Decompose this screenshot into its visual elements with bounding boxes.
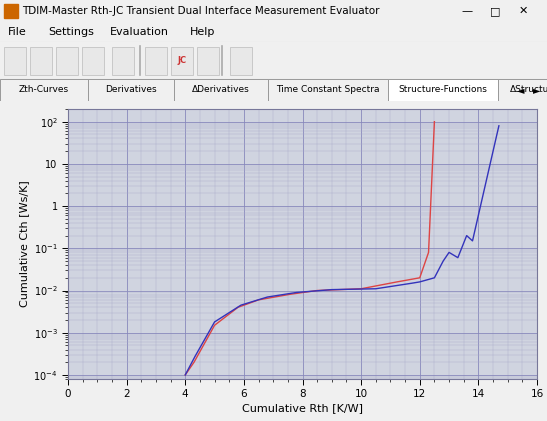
Bar: [513, 81, 529, 99]
Text: Zth-Curves: Zth-Curves: [19, 85, 69, 94]
Text: Structure-Functions: Structure-Functions: [399, 85, 487, 94]
Bar: [529, 81, 545, 99]
Text: Time Constant Spectra: Time Constant Spectra: [276, 85, 380, 94]
Text: ΔDerivatives: ΔDerivatives: [192, 85, 250, 94]
Bar: [0, 79, 88, 101]
Text: ►: ►: [533, 85, 541, 95]
Bar: [268, 79, 388, 101]
Bar: [4, 47, 26, 75]
Text: Help: Help: [190, 27, 216, 37]
Text: ΔStructure-: ΔStructure-: [510, 85, 547, 94]
Bar: [30, 47, 52, 75]
Text: ◄: ◄: [517, 85, 525, 95]
Text: Derivatives: Derivatives: [105, 85, 157, 94]
Text: TDIM-Master Rth-JC Transient Dual Interface Measurement Evaluator: TDIM-Master Rth-JC Transient Dual Interf…: [22, 6, 380, 16]
Bar: [88, 79, 174, 101]
Text: □: □: [490, 6, 501, 16]
Bar: [388, 79, 498, 101]
Bar: [56, 47, 78, 75]
Bar: [4, 4, 18, 18]
Text: JC: JC: [177, 56, 187, 65]
Bar: [174, 79, 268, 101]
Text: ✕: ✕: [519, 6, 528, 16]
X-axis label: Cumulative Rth [K/W]: Cumulative Rth [K/W]: [242, 404, 363, 413]
Text: File: File: [8, 27, 27, 37]
Y-axis label: Cumulative Cth [Ws/K]: Cumulative Cth [Ws/K]: [19, 181, 29, 307]
Bar: [197, 47, 219, 75]
Text: Evaluation: Evaluation: [110, 27, 169, 37]
Bar: [112, 47, 134, 75]
Bar: [145, 47, 167, 75]
Bar: [171, 47, 193, 75]
Bar: [82, 47, 104, 75]
Text: —: —: [462, 6, 473, 16]
Text: Settings: Settings: [48, 27, 94, 37]
Bar: [230, 47, 252, 75]
Bar: [498, 79, 547, 101]
